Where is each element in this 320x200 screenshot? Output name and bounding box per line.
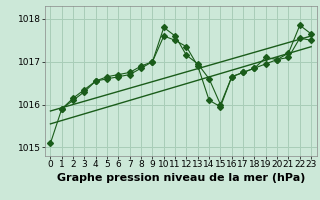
X-axis label: Graphe pression niveau de la mer (hPa): Graphe pression niveau de la mer (hPa) [57, 173, 305, 183]
